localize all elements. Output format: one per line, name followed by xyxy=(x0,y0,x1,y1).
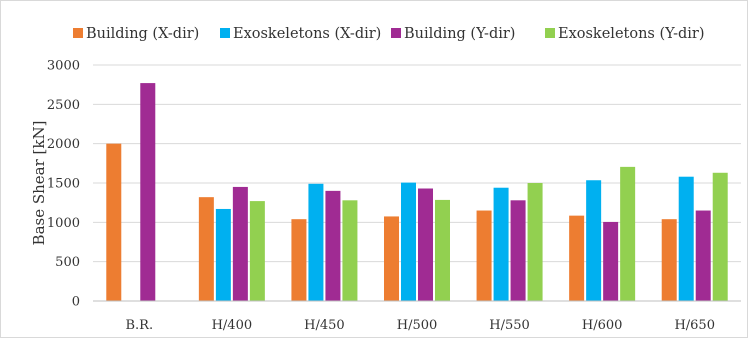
x-tick-label: H/650 xyxy=(674,318,715,333)
bar xyxy=(569,215,585,301)
bar xyxy=(325,190,341,301)
bar xyxy=(661,219,677,301)
bar xyxy=(586,180,602,301)
bar xyxy=(140,83,156,302)
bar xyxy=(620,166,636,301)
bar xyxy=(342,200,358,301)
x-tick-label: H/600 xyxy=(582,318,623,333)
bar xyxy=(291,219,307,301)
bar xyxy=(401,182,416,301)
bars xyxy=(106,83,728,302)
bar xyxy=(476,210,492,301)
legend-label: Building (Y-dir) xyxy=(404,26,515,42)
gridlines xyxy=(93,64,741,263)
legend-swatch xyxy=(545,28,555,38)
bar xyxy=(106,143,122,301)
legend-swatch xyxy=(73,28,83,38)
y-tick-label: 3000 xyxy=(47,59,80,74)
bar-chart: Building (X-dir) Exoskeletons (X-dir) Buil… xyxy=(30,26,741,333)
legend-swatch xyxy=(391,28,401,38)
y-tick-label: 500 xyxy=(55,255,80,270)
x-tick-label: H/500 xyxy=(397,318,438,333)
x-tick-label: H/450 xyxy=(304,318,345,333)
bar xyxy=(712,172,728,301)
bar xyxy=(308,183,324,301)
bar xyxy=(603,221,619,301)
bar xyxy=(678,176,694,301)
legend-swatch xyxy=(220,28,230,38)
bar xyxy=(249,201,265,301)
y-tick-label: 2000 xyxy=(47,137,80,152)
y-tick-labels: 0 500 1000 1500 2000 2500 3000 xyxy=(47,59,80,310)
x-tick-label: B.R. xyxy=(125,318,153,333)
bar xyxy=(435,199,450,301)
bar xyxy=(695,210,711,301)
x-tick-labels: B.R. H/400 H/450 H/500 H/550 H/600 H/650 xyxy=(125,318,714,333)
y-tick-label: 1000 xyxy=(47,216,80,231)
bar xyxy=(527,183,543,301)
legend-label: Exoskeletons (Y-dir) xyxy=(558,26,705,42)
legend-label: Exoskeletons (X-dir) xyxy=(233,26,381,42)
bar xyxy=(232,186,248,301)
bar xyxy=(418,188,433,301)
bar xyxy=(493,187,509,301)
x-tick-label: H/550 xyxy=(489,318,530,333)
y-tick-label: 1500 xyxy=(47,177,80,192)
y-tick-label: 2500 xyxy=(47,98,80,113)
y-tick-label: 0 xyxy=(72,295,80,310)
legend: Building (X-dir) Exoskeletons (X-dir) Buil… xyxy=(73,26,705,42)
bar xyxy=(510,200,526,301)
legend-label: Building (X-dir) xyxy=(86,26,199,42)
bar xyxy=(384,216,399,301)
x-tick-label: H/400 xyxy=(212,318,253,333)
bar xyxy=(198,197,214,301)
bar xyxy=(215,208,231,301)
y-axis-label: Base Shear [kN] xyxy=(30,121,48,246)
